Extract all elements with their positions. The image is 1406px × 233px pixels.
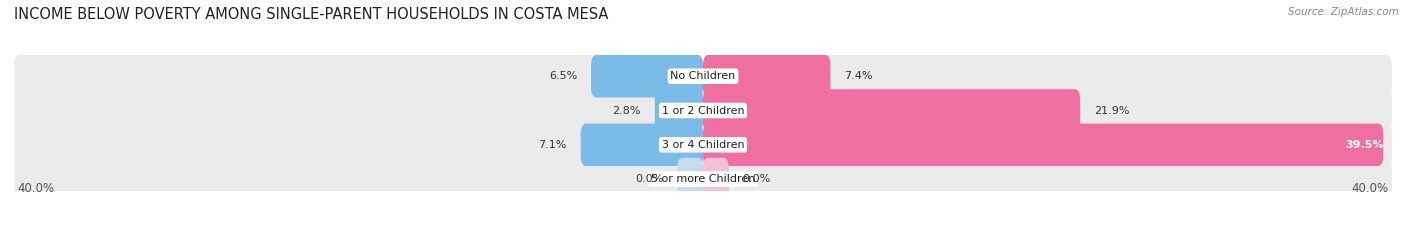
Text: 40.0%: 40.0% — [17, 182, 55, 195]
FancyBboxPatch shape — [14, 89, 703, 132]
FancyBboxPatch shape — [703, 89, 1080, 132]
FancyBboxPatch shape — [14, 158, 703, 200]
Text: Source: ZipAtlas.com: Source: ZipAtlas.com — [1288, 7, 1399, 17]
Text: 7.4%: 7.4% — [844, 71, 873, 81]
Text: No Children: No Children — [671, 71, 735, 81]
Text: 5 or more Children: 5 or more Children — [651, 174, 755, 184]
Text: 39.5%: 39.5% — [1344, 140, 1384, 150]
Text: 0.0%: 0.0% — [636, 174, 664, 184]
FancyBboxPatch shape — [703, 55, 1392, 97]
Text: 40.0%: 40.0% — [1351, 182, 1389, 195]
FancyBboxPatch shape — [703, 158, 1392, 200]
Text: 1 or 2 Children: 1 or 2 Children — [662, 106, 744, 116]
Text: 3 or 4 Children: 3 or 4 Children — [662, 140, 744, 150]
Text: 21.9%: 21.9% — [1094, 106, 1129, 116]
Text: 2.8%: 2.8% — [613, 106, 641, 116]
FancyBboxPatch shape — [703, 123, 1384, 166]
FancyBboxPatch shape — [591, 55, 703, 97]
FancyBboxPatch shape — [703, 123, 1392, 166]
Text: 6.5%: 6.5% — [548, 71, 578, 81]
Text: 7.1%: 7.1% — [538, 140, 567, 150]
Text: INCOME BELOW POVERTY AMONG SINGLE-PARENT HOUSEHOLDS IN COSTA MESA: INCOME BELOW POVERTY AMONG SINGLE-PARENT… — [14, 7, 609, 22]
FancyBboxPatch shape — [655, 89, 703, 132]
FancyBboxPatch shape — [678, 158, 703, 200]
FancyBboxPatch shape — [703, 55, 831, 97]
FancyBboxPatch shape — [14, 123, 703, 166]
Text: 0.0%: 0.0% — [742, 174, 770, 184]
FancyBboxPatch shape — [14, 55, 703, 97]
FancyBboxPatch shape — [703, 89, 1392, 132]
FancyBboxPatch shape — [581, 123, 703, 166]
FancyBboxPatch shape — [703, 158, 728, 200]
